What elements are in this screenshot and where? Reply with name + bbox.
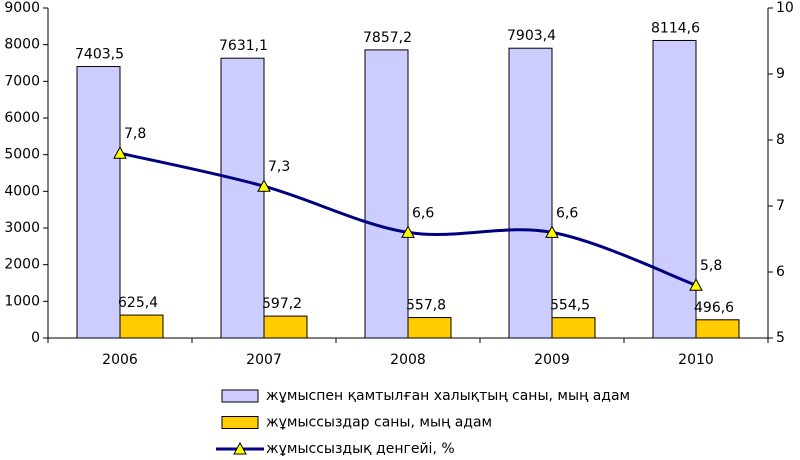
- x-tick-label: 2007: [246, 352, 282, 368]
- bar: [652, 39, 697, 339]
- line-marker: [113, 146, 127, 159]
- y-tick-label: 7000: [4, 73, 40, 89]
- bar: [407, 317, 452, 339]
- y-tick-label: 8000: [4, 37, 40, 53]
- legend-key-marker: [233, 441, 247, 455]
- bar-value-label: 7631,1: [219, 38, 268, 54]
- bar: [220, 57, 265, 339]
- legend-label: жұмыспен қамтылған халықтың саны, мың ад…: [266, 388, 630, 404]
- legend-key: [221, 389, 259, 403]
- x-tick-label: 2009: [534, 352, 570, 368]
- bar-value-label: 8114,6: [651, 20, 700, 36]
- y2-tick-label: 6: [776, 264, 785, 280]
- bar-value-label: 554,5: [550, 298, 590, 314]
- bar-value-label: 7403,5: [75, 47, 124, 63]
- y-tick-label: 2000: [4, 257, 40, 273]
- bar: [364, 49, 409, 339]
- x-tick-label: 2008: [390, 352, 426, 368]
- y2-tick-label: 5: [776, 330, 785, 346]
- y-tick-label: 5000: [4, 147, 40, 163]
- bar: [695, 319, 740, 339]
- bar-value-label: 625,4: [118, 295, 158, 311]
- bar-value-label: 597,2: [262, 296, 302, 312]
- line-marker: [257, 179, 271, 192]
- bar-value-label: 496,6: [694, 300, 734, 316]
- bar: [119, 314, 164, 339]
- line-value-label: 6,6: [412, 205, 434, 221]
- line-value-label: 6,6: [556, 205, 578, 221]
- y-tick-label: 6000: [4, 110, 40, 126]
- y-tick-label: 4000: [4, 183, 40, 199]
- line-marker: [545, 225, 559, 238]
- line-value-label: 7,3: [268, 159, 290, 175]
- y-tick-label: 3000: [4, 220, 40, 236]
- line-marker: [401, 225, 415, 238]
- bar-value-label: 7903,4: [507, 28, 556, 44]
- y2-tick-label: 9: [776, 66, 785, 82]
- legend-label: жұмыссыздық денгейі, %: [266, 441, 455, 457]
- y2-tick-label: 8: [776, 132, 785, 148]
- y2-tick-label: 10: [776, 0, 794, 16]
- bar-value-label: 7857,2: [363, 30, 412, 46]
- y-tick-label: 9000: [4, 0, 40, 16]
- bar-value-label: 557,8: [406, 298, 446, 314]
- bar: [551, 317, 596, 339]
- y2-tick-label: 7: [776, 198, 785, 214]
- bar: [263, 315, 308, 339]
- x-tick-label: 2010: [678, 352, 714, 368]
- legend-key: [221, 416, 259, 429]
- y-tick-label: 1000: [4, 293, 40, 309]
- line-marker: [689, 278, 703, 291]
- x-tick-label: 2006: [102, 352, 138, 368]
- line-value-label: 7,8: [124, 126, 146, 142]
- legend-label: жұмыссыздар саны, мың адам: [266, 415, 492, 431]
- bar: [76, 66, 121, 339]
- bar: [508, 47, 553, 339]
- line-value-label: 5,8: [700, 258, 722, 274]
- y-tick-label: 0: [31, 330, 40, 346]
